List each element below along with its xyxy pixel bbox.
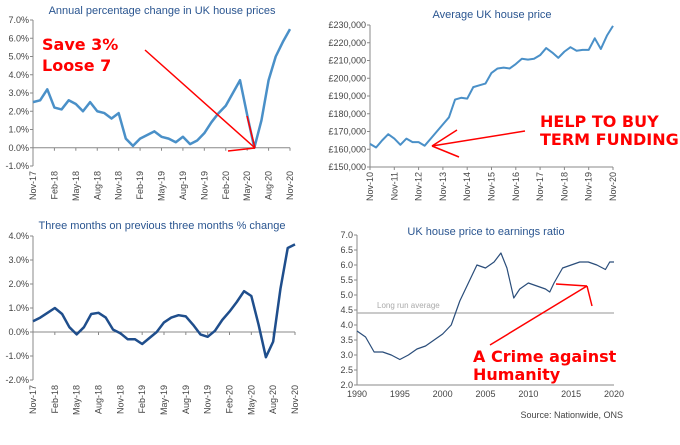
x-tick-label: Feb-18 [49, 171, 59, 200]
y-tick-label: 4.5 [340, 305, 353, 315]
y-tick-label: £230,000 [328, 20, 366, 30]
x-tick-label: 2005 [475, 389, 495, 399]
x-tick-label: Nov-17 [28, 171, 38, 200]
x-tick-label: Nov-17 [535, 172, 545, 201]
x-tick-label: Nov-18 [114, 171, 124, 200]
x-tick-label: Feb-20 [225, 385, 235, 414]
x-tick-label: 2010 [518, 389, 538, 399]
y-tick-label: 6.0 [340, 260, 353, 270]
x-tick-label: May-20 [242, 171, 252, 201]
annotation-term-funding: TERM FUNDING [540, 130, 679, 149]
y-tick-label: 0.0% [8, 327, 29, 337]
y-tick-label: £180,000 [328, 109, 366, 119]
y-tick-label: -1.0% [5, 351, 29, 361]
y-tick-label: 0.0% [8, 143, 29, 153]
y-tick-label: £170,000 [328, 127, 366, 137]
x-tick-label: Nov-11 [389, 172, 399, 200]
source-note: Source: Nationwide, ONS [520, 410, 623, 420]
chart-title: Three months on previous three months % … [38, 220, 285, 232]
x-tick-label: Nov-20 [290, 385, 300, 414]
chart-title: Annual percentage change in UK house pri… [49, 5, 276, 17]
x-tick-label: Nov-13 [438, 172, 448, 201]
x-tick-label: Aug-19 [178, 171, 188, 200]
y-tick-label: 5.5 [340, 275, 353, 285]
annotation-arrow-2 [432, 130, 525, 157]
y-tick-label: £190,000 [328, 91, 366, 101]
annotation-loose: Loose 7 [42, 56, 111, 75]
x-tick-label: Aug-18 [92, 171, 102, 200]
x-tick-label: 2015 [561, 389, 581, 399]
x-tick-label: Nov-19 [199, 171, 209, 200]
x-tick-label: 1995 [390, 389, 410, 399]
x-tick-label: 2000 [433, 389, 453, 399]
x-tick-label: Feb-20 [221, 171, 231, 200]
y-tick-label: 5.0 [340, 290, 353, 300]
y-tick-label: 1.0% [8, 125, 29, 135]
x-tick-label: Aug-20 [268, 385, 278, 414]
y-tick-label: -1.0% [5, 161, 29, 171]
y-tick-label: 4.0% [8, 231, 29, 241]
y-tick-label: 3.5 [340, 335, 353, 345]
x-tick-label: May-19 [157, 171, 167, 201]
chart-title: Average UK house price [432, 9, 551, 21]
y-tick-label: 2.0% [8, 279, 29, 289]
x-tick-label: Feb-19 [135, 171, 145, 200]
x-tick-label: Nov-18 [115, 385, 125, 414]
y-tick-label: 2.0% [8, 106, 29, 116]
y-tick-label: 2.5 [340, 365, 353, 375]
y-tick-label: 3.0% [8, 88, 29, 98]
x-tick-label: May-18 [72, 385, 82, 415]
y-tick-label: 4.0 [340, 320, 353, 330]
annotation-arrow-3 [490, 284, 592, 345]
long-run-average-label: Long run average [377, 301, 440, 310]
y-tick-label: £160,000 [328, 144, 366, 154]
annotation-save: Save 3% [42, 35, 118, 54]
x-tick-label: Nov-19 [203, 385, 213, 414]
y-tick-label: 3.0 [340, 350, 353, 360]
x-tick-label: Nov-14 [462, 172, 472, 201]
x-tick-label: May-20 [246, 385, 256, 415]
x-tick-label: Aug-20 [264, 171, 274, 200]
x-tick-label: Nov-12 [414, 172, 424, 201]
chart-three-month-change: Three months on previous three months % … [5, 220, 300, 415]
x-tick-label: Nov-18 [559, 172, 569, 201]
annotation-crime: A Crime against [473, 347, 617, 366]
y-tick-label: 5.0% [8, 52, 29, 62]
y-tick-label: 7.0% [8, 15, 29, 25]
annotation-help-to-buy: HELP TO BUY [540, 112, 659, 131]
x-tick-label: May-19 [159, 385, 169, 415]
x-tick-label: Feb-18 [50, 385, 60, 414]
data-line [33, 244, 295, 357]
chart-title: UK house price to earnings ratio [407, 226, 564, 238]
x-tick-label: Nov-15 [487, 172, 497, 201]
annotation-humanity: Humanity [473, 365, 561, 384]
y-tick-label: 6.5 [340, 245, 353, 255]
y-tick-label: -2.0% [5, 375, 29, 385]
x-tick-label: Nov-20 [608, 172, 618, 201]
chart-price-earnings-ratio: UK house price to earnings ratio Source:… [340, 226, 624, 420]
x-tick-label: May-18 [71, 171, 81, 201]
y-tick-label: 6.0% [8, 33, 29, 43]
y-tick-label: £150,000 [328, 162, 366, 172]
x-tick-label: Nov-17 [28, 385, 38, 414]
x-tick-label: Nov-20 [285, 171, 295, 200]
x-tick-label: 2020 [604, 389, 624, 399]
x-tick-label: Aug-18 [94, 385, 104, 414]
y-tick-label: 7.0 [340, 230, 353, 240]
x-tick-label: Feb-19 [137, 385, 147, 414]
y-tick-label: 1.0% [8, 303, 29, 313]
y-tick-label: 4.0% [8, 70, 29, 80]
x-tick-label: Nov-10 [365, 172, 375, 201]
y-tick-label: £210,000 [328, 56, 366, 66]
y-tick-label: £200,000 [328, 73, 366, 83]
x-tick-label: 1990 [347, 389, 367, 399]
x-tick-label: Nov-16 [511, 172, 521, 201]
y-tick-label: 3.0% [8, 255, 29, 265]
x-tick-label: Aug-19 [181, 385, 191, 414]
x-tick-label: Nov-19 [584, 172, 594, 201]
y-tick-label: £220,000 [328, 38, 366, 48]
chart-average-price: Average UK house price £150,000 £160,000 £… [328, 9, 618, 201]
